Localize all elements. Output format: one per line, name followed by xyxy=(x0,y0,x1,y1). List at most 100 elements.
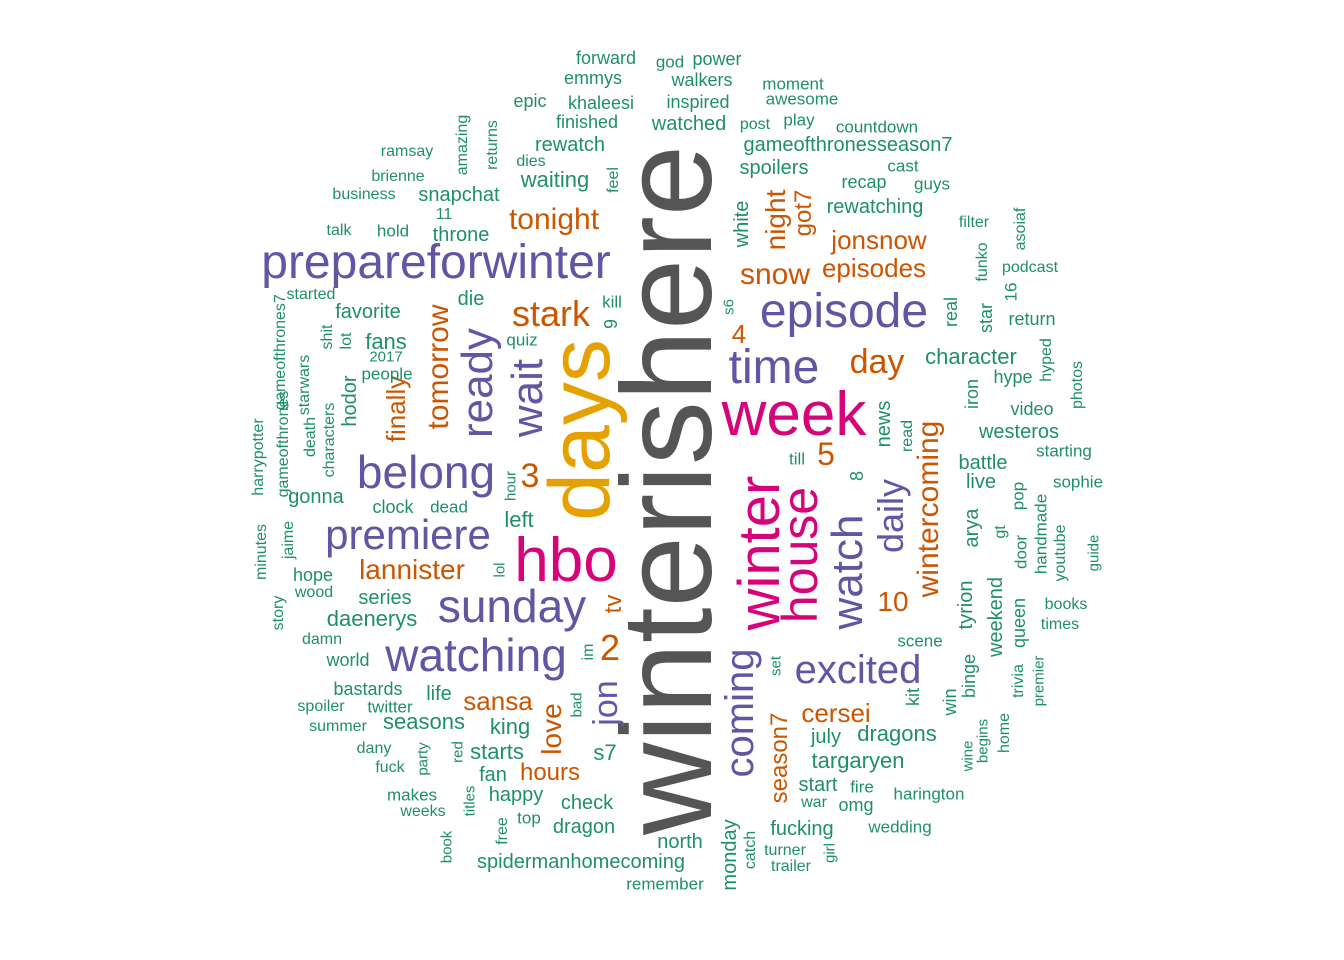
word: premiere xyxy=(325,511,491,558)
word: returns xyxy=(484,120,501,170)
word: business xyxy=(332,186,396,203)
word: westeros xyxy=(978,421,1060,443)
word: wintercoming xyxy=(912,420,945,598)
word: twitter xyxy=(367,697,413,717)
word: omg xyxy=(838,795,874,815)
word: spoilers xyxy=(739,157,809,179)
word: time xyxy=(728,341,820,394)
word: rewatching xyxy=(826,196,924,218)
word: favorite xyxy=(335,301,401,323)
word: s6 xyxy=(720,299,738,315)
word: 3 xyxy=(520,457,540,495)
word: countdown xyxy=(835,117,919,137)
word: feel xyxy=(605,167,622,193)
word: series xyxy=(358,587,412,609)
word: moment xyxy=(762,74,824,94)
word: spidermanhomecoming xyxy=(477,851,685,873)
word: wood xyxy=(294,584,334,601)
word: star xyxy=(976,302,996,334)
word: 2 xyxy=(599,627,621,668)
word: iron xyxy=(962,378,982,410)
word: weeks xyxy=(400,803,446,820)
word: cast xyxy=(887,156,919,176)
word: gt xyxy=(992,525,1009,539)
word: news xyxy=(873,400,895,448)
word: 10 xyxy=(877,586,909,617)
word: hype xyxy=(993,367,1033,387)
word: podcast xyxy=(1001,259,1059,276)
word: 16 xyxy=(1001,282,1021,302)
word: real xyxy=(941,296,961,328)
word: waiting xyxy=(520,167,590,192)
word: jon xyxy=(587,680,625,726)
word: death xyxy=(302,416,319,458)
word: damn xyxy=(301,631,343,648)
word: brienne xyxy=(371,168,425,185)
word: recap xyxy=(841,172,887,192)
word: book xyxy=(438,830,456,864)
word: tonight xyxy=(508,203,600,236)
word: harington xyxy=(893,784,965,804)
word: rewatch xyxy=(534,134,606,156)
word: wine xyxy=(959,740,977,772)
word: lannister xyxy=(359,554,465,585)
word: story xyxy=(270,595,287,631)
word: 2017 xyxy=(369,348,403,366)
word: forward xyxy=(575,48,637,68)
word: hold xyxy=(376,221,410,241)
word: tv xyxy=(600,594,627,614)
word: video xyxy=(1010,399,1054,419)
word: life xyxy=(426,683,452,705)
word: fan xyxy=(479,764,507,786)
word: talk xyxy=(326,222,352,239)
word: july xyxy=(810,726,842,748)
word: character xyxy=(925,344,1017,369)
word: handmade xyxy=(1031,493,1051,575)
word: hyped xyxy=(1038,338,1055,382)
word: bad xyxy=(568,692,586,718)
word: belong xyxy=(356,446,496,498)
word: excited xyxy=(794,648,922,692)
word: funko xyxy=(974,242,991,282)
word: quiz xyxy=(506,330,538,350)
word: watch xyxy=(823,514,872,630)
word: weekend xyxy=(985,576,1007,658)
word: kill xyxy=(602,292,622,312)
word: live xyxy=(965,471,997,493)
word: starts xyxy=(470,739,524,764)
word: people xyxy=(361,364,413,384)
word: got7 xyxy=(790,189,817,237)
word: left xyxy=(504,507,534,532)
word: jonsnow xyxy=(831,225,927,255)
word: kit xyxy=(903,688,923,706)
word: times xyxy=(1040,616,1080,633)
word: power xyxy=(692,49,742,69)
word: coming xyxy=(718,648,762,778)
word: jaime xyxy=(280,520,297,560)
word: sansa xyxy=(463,686,533,716)
word: lol xyxy=(491,562,509,578)
word: makes xyxy=(386,785,438,805)
word: fans xyxy=(365,329,407,354)
word: wait xyxy=(503,358,552,438)
word: lot xyxy=(338,332,355,350)
word: starting xyxy=(1036,441,1092,461)
word: party xyxy=(414,742,432,776)
word: return xyxy=(1008,309,1056,329)
word: top xyxy=(517,808,541,828)
word: set xyxy=(767,655,785,677)
word: fucking xyxy=(770,818,834,840)
word: king xyxy=(489,714,531,739)
word: episodes xyxy=(821,253,927,283)
word: door xyxy=(1011,534,1031,570)
word: wedding xyxy=(868,817,932,837)
word: sophie xyxy=(1052,472,1104,492)
word: pop xyxy=(1008,481,1028,511)
word: 5 xyxy=(817,436,835,472)
word: battle xyxy=(958,452,1008,474)
word: house xyxy=(772,486,828,624)
word: snow xyxy=(739,258,811,291)
word: free xyxy=(494,817,511,845)
word: epic xyxy=(513,91,547,111)
word: gonna xyxy=(288,486,344,508)
